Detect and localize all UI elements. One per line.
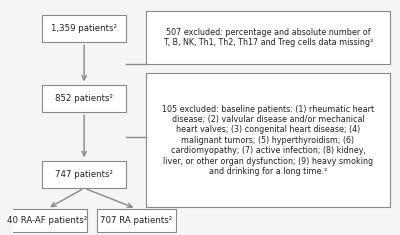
Bar: [42, 161, 126, 188]
Text: 507 excluded: percentage and absolute number of
T, B, NK, Th1, Th2, Th17 and Tre: 507 excluded: percentage and absolute nu…: [163, 28, 373, 47]
Bar: [42, 15, 126, 42]
Text: 1,359 patients²: 1,359 patients²: [51, 24, 117, 33]
Bar: [146, 11, 390, 64]
Text: 105 excluded: baseline patients: (1) rheumatic heart
disease; (2) valvular disea: 105 excluded: baseline patients: (1) rhe…: [162, 105, 374, 176]
Bar: [146, 73, 390, 208]
Bar: [8, 209, 87, 232]
Bar: [42, 85, 126, 112]
Bar: [97, 209, 176, 232]
Text: 707 RA patients²: 707 RA patients²: [100, 216, 172, 225]
Text: 747 patients²: 747 patients²: [55, 170, 113, 179]
Text: 40 RA-AF patients²: 40 RA-AF patients²: [8, 216, 88, 225]
Text: 852 patients²: 852 patients²: [55, 94, 113, 103]
